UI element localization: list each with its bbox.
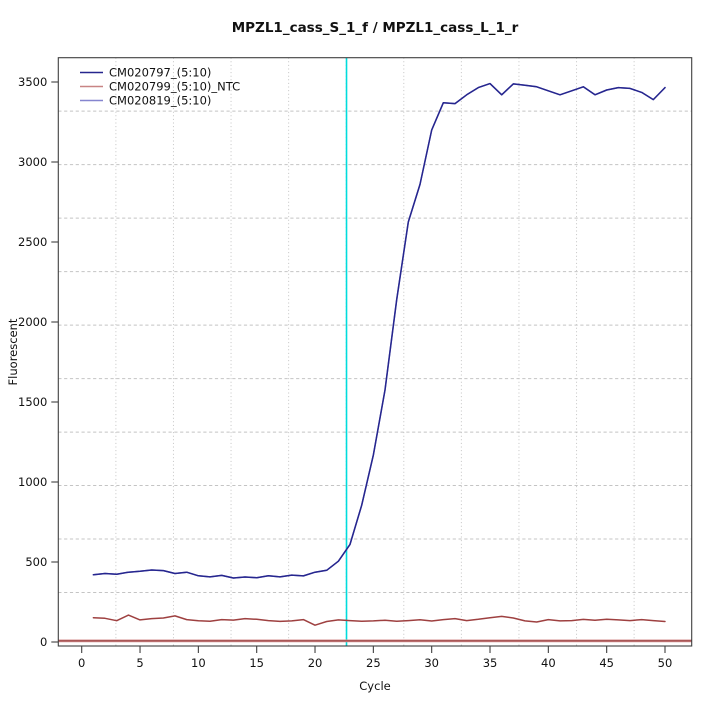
x-tick-label: 50 xyxy=(658,656,673,670)
tick-layer: 0 5 10 15 20 25 30 35 40 45 5005001000150020002500… xyxy=(18,75,672,670)
y-axis-label: Fluorescent xyxy=(6,318,20,385)
frame-layer xyxy=(57,57,693,647)
legend-label: CM020819_(5:10) xyxy=(109,94,211,108)
y-tick-label: 3000 xyxy=(18,155,47,169)
y-tick-label: 1000 xyxy=(18,475,47,489)
y-tick-label: 2500 xyxy=(18,235,47,249)
x-tick-label: 45 xyxy=(599,656,614,670)
y-tick-label: 0 xyxy=(40,635,47,649)
x-tick-label: 35 xyxy=(483,656,498,670)
y-tick-label: 3500 xyxy=(18,75,47,89)
x-tick-label: 30 xyxy=(424,656,439,670)
annotation-layer xyxy=(58,57,692,646)
x-tick-label: 20 xyxy=(308,656,323,670)
x-tick-label: 25 xyxy=(366,656,381,670)
legend-label: CM020799_(5:10)_NTC xyxy=(109,80,240,94)
y-tick-label: 1500 xyxy=(18,395,47,409)
legend-layer: CM020797_(5:10)CM020799_(5:10)_NTCCM0208… xyxy=(80,66,240,108)
series-layer xyxy=(92,82,666,626)
x-tick-label: 10 xyxy=(191,656,206,670)
legend-label: CM020797_(5:10) xyxy=(109,66,211,80)
x-axis-label: Cycle xyxy=(359,679,390,693)
series-line-cm020797-5-10- xyxy=(92,82,666,579)
chart-title: MPZL1_cass_S_1_f / MPZL1_cass_L_1_r xyxy=(232,20,519,36)
x-tick-label: 5 xyxy=(136,656,143,670)
plot-frame xyxy=(57,57,693,647)
x-tick-label: 0 xyxy=(78,656,85,670)
grid-layer xyxy=(58,57,692,646)
y-tick-label: 2000 xyxy=(18,315,47,329)
x-tick-label: 15 xyxy=(249,656,264,670)
y-tick-label: 500 xyxy=(25,555,47,569)
series-line-cm020799-5-10-ntc xyxy=(92,614,666,626)
x-tick-label: 40 xyxy=(541,656,556,670)
